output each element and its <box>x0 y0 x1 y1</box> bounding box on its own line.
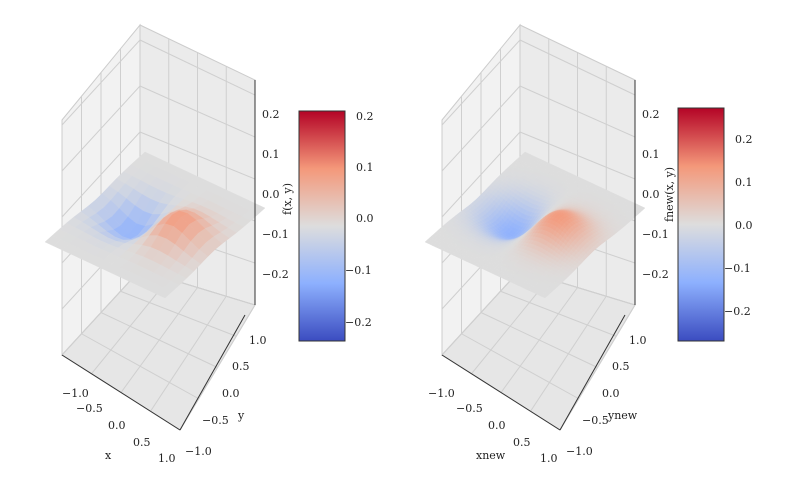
y-tick-label: 0.5 <box>612 360 630 373</box>
x-axis-label: xnew <box>476 449 506 462</box>
z-tick-label: 0.0 <box>262 188 280 201</box>
surface-right <box>424 151 646 299</box>
z-tick-label: 0.1 <box>262 148 280 161</box>
grid-lines <box>61 38 256 431</box>
axes-3d-left[interactable]: −1.0 −0.5 0.0 0.5 1.0 x −1.0 −0.5 0.0 0.… <box>44 23 294 465</box>
z-tick-label: −0.2 <box>262 268 289 281</box>
grid-line <box>179 304 256 431</box>
y-tick-label: −1.0 <box>185 445 212 458</box>
grid-line <box>150 295 227 412</box>
y-axis-label: y <box>237 409 245 422</box>
colorbar-tick-label: −0.2 <box>345 316 372 329</box>
colorbar-tick-label: 0.1 <box>735 176 753 189</box>
y-tick-label: −0.5 <box>202 414 229 427</box>
colorbar-tick-label: 0.0 <box>356 212 374 225</box>
colorbar-left: 0.2 0.1 0.0 −0.1 −0.2 <box>298 110 374 342</box>
colorbar-tick-label: 0.1 <box>356 161 374 174</box>
y-tick-label: −0.5 <box>582 414 609 427</box>
y-tick-label: 0.0 <box>222 387 240 400</box>
colorbar-tick-label: −0.2 <box>724 305 751 318</box>
x-tick-label: −0.5 <box>76 402 103 415</box>
y-tick-label: 0.5 <box>232 360 250 373</box>
grid-line <box>471 278 550 375</box>
surface-left <box>44 151 266 299</box>
z-axis-label: f(x, y) <box>281 183 294 215</box>
colorbar-gradient <box>298 110 346 342</box>
z-tick-label: −0.2 <box>642 268 669 281</box>
y-tick-label: 1.0 <box>249 334 267 347</box>
z-tick-label: 0.0 <box>642 188 660 201</box>
colorbar-tick-label: −0.1 <box>345 264 372 277</box>
z-tick-label: 0.2 <box>262 108 280 121</box>
colorbar-tick-label: −0.1 <box>724 262 751 275</box>
x-tick-label: 0.5 <box>133 436 151 449</box>
surface-facet <box>542 294 548 299</box>
y-tick-label: −1.0 <box>566 445 593 458</box>
grid-line <box>91 278 170 375</box>
z-tick-label: 0.1 <box>642 148 660 161</box>
x-axis-line <box>61 354 181 431</box>
x-tick-label: 1.0 <box>158 452 176 465</box>
x-tick-label: −1.0 <box>428 387 455 400</box>
y-tick-label: 0.0 <box>602 387 620 400</box>
y-axis-line <box>559 314 626 431</box>
colorbar-gradient <box>677 107 725 342</box>
colorbar-tick-label: 0.2 <box>735 133 753 146</box>
colorbar-tick-label: 0.2 <box>356 110 374 123</box>
grid-line <box>530 295 607 412</box>
z-tick-label: −0.1 <box>642 228 669 241</box>
y-axis-line <box>179 314 246 431</box>
x-tick-label: −0.5 <box>456 402 483 415</box>
axes-3d-right[interactable]: −1.0 −0.5 0.0 0.5 1.0 xnew −1.0 −0.5 0.0… <box>424 23 676 465</box>
x-axis-line <box>441 354 561 431</box>
x-axis-label: x <box>105 449 112 462</box>
x-tick-label: −1.0 <box>62 387 89 400</box>
grid-line <box>500 287 578 393</box>
y-tick-label: 1.0 <box>629 334 647 347</box>
x-tick-label: 0.0 <box>108 419 126 432</box>
x-tick-label: 1.0 <box>540 452 558 465</box>
z-tick-label: 0.2 <box>642 108 660 121</box>
grid-line <box>559 304 636 431</box>
x-tick-label: 0.5 <box>513 436 531 449</box>
grid-lines <box>441 38 636 431</box>
colorbar-tick-label: 0.0 <box>735 219 753 232</box>
x-tick-label: 0.0 <box>488 419 506 432</box>
z-tick-label: −0.1 <box>262 228 289 241</box>
y-axis-label: ynew <box>607 409 638 422</box>
colorbar-right: 0.2 0.1 0.0 −0.1 −0.2 <box>677 107 753 342</box>
z-axis-label: fnew(x, y) <box>663 167 676 222</box>
surface-facet <box>156 287 173 299</box>
grid-line <box>120 287 198 393</box>
